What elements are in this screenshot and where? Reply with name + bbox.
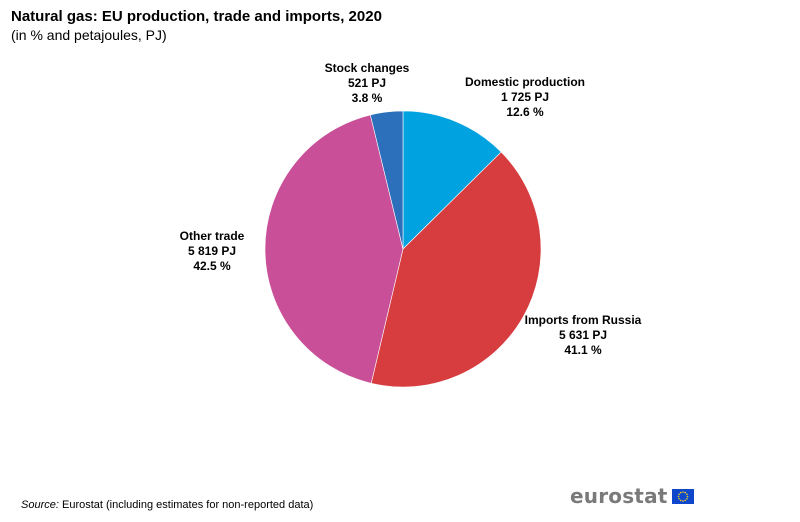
chart-title: Natural gas: EU production, trade and im… [11, 8, 382, 25]
eurostat-logo: eurostat [570, 484, 694, 508]
source-prefix: Source: [21, 499, 59, 511]
source-note: Source: Eurostat (including estimates fo… [21, 499, 313, 511]
source-text: Eurostat (including estimates for non-re… [61, 499, 314, 511]
pie-slice-stock-changes [369, 110, 404, 250]
eu-flag-icon [671, 488, 694, 504]
pie-slice-imports-from-russia [370, 151, 542, 388]
slice-label-other-trade: Other trade 5 819 PJ 42.5 % [180, 229, 245, 273]
chart-subtitle: (in % and petajoules, PJ) [11, 27, 167, 43]
pie-slice-other-trade [264, 114, 404, 384]
slice-label-imports-from-russia: Imports from Russia 5 631 PJ 41.1 % [525, 313, 642, 357]
logo-text: eurostat [570, 484, 668, 508]
slice-label-domestic-production: Domestic production 1 725 PJ 12.6 % [465, 75, 585, 119]
pie-slice-domestic-production [402, 110, 502, 250]
slice-label-stock-changes: Stock changes 521 PJ 3.8 % [325, 61, 410, 105]
